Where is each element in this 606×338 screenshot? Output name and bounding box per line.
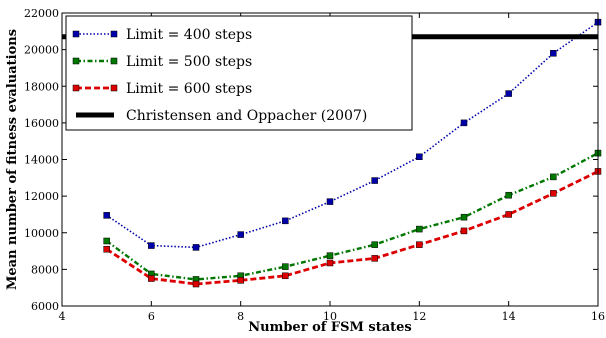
- x-tick-label: 8: [237, 310, 244, 323]
- legend: Limit = 400 steps Limit = 500 steps Limit …: [65, 15, 413, 131]
- data-point: [505, 191, 512, 199]
- legend-marker: [110, 30, 118, 38]
- series-line: [105, 170, 599, 286]
- legend-label: Christensen and Oppacher (2007): [126, 108, 367, 124]
- y-tick-label: 16000: [24, 117, 59, 130]
- data-point: [326, 259, 334, 267]
- data-point: [371, 177, 378, 184]
- series-3: [103, 168, 602, 288]
- data-point: [282, 263, 289, 270]
- data-point: [103, 245, 110, 253]
- data-point: [416, 225, 423, 233]
- y-tick-label: 12000: [24, 190, 59, 203]
- legend-label: Limit = 600 steps: [126, 81, 252, 97]
- y-tick-label: 14000: [24, 154, 59, 167]
- x-tick-label: 12: [412, 310, 426, 323]
- data-point: [550, 190, 557, 197]
- data-point: [416, 241, 423, 248]
- data-point: [282, 217, 289, 225]
- legend-marker: [72, 30, 80, 38]
- data-point: [371, 241, 378, 248]
- data-point: [416, 153, 423, 161]
- data-point: [550, 173, 557, 181]
- x-tick-label: 14: [502, 310, 516, 323]
- legend-entry: Christensen and Oppacher (2007): [76, 108, 367, 124]
- data-point: [505, 211, 512, 218]
- legend-entry: Limit = 400 steps: [72, 27, 252, 43]
- data-point: [326, 252, 334, 259]
- data-point: [237, 277, 244, 284]
- series-2: [103, 149, 602, 283]
- legend-entry: Limit = 600 steps: [72, 81, 252, 97]
- x-axis-label: Number of FSM states: [248, 320, 412, 335]
- y-tick-label: 20000: [24, 44, 59, 57]
- data-point: [237, 231, 244, 238]
- y-axis-label: Mean number of fitness evaluations: [5, 29, 20, 290]
- data-point: [148, 275, 155, 282]
- data-point: [460, 213, 468, 221]
- data-point: [103, 237, 110, 245]
- series-line: [105, 152, 599, 281]
- legend-marker: [110, 57, 118, 65]
- series-1: [103, 18, 602, 251]
- data-point: [192, 244, 200, 251]
- y-tick-label: 18000: [24, 80, 59, 93]
- plot-frame: [61, 12, 599, 307]
- data-point: [148, 242, 155, 249]
- y-tick-label: 10000: [24, 227, 59, 240]
- y-tick-label: 6000: [31, 300, 59, 313]
- legend-label: Limit = 500 steps: [126, 54, 252, 70]
- x-tick-label: 4: [59, 310, 66, 323]
- data-point: [192, 280, 200, 288]
- legend-entry: Limit = 500 steps: [72, 54, 252, 70]
- series-line: [106, 21, 599, 249]
- legend-label: Limit = 400 steps: [126, 27, 252, 43]
- data-point: [371, 255, 378, 262]
- data-point: [460, 227, 468, 235]
- data-point: [505, 90, 512, 97]
- data-point: [103, 212, 110, 219]
- legend-box: [65, 15, 413, 131]
- data-point: [550, 50, 557, 57]
- y-tick-label: 8000: [31, 263, 59, 276]
- y-tick-label: 22000: [24, 7, 59, 20]
- x-tick-label: 6: [148, 310, 155, 323]
- x-tick-label: 16: [591, 310, 605, 323]
- data-point: [282, 272, 289, 280]
- data-point: [460, 119, 468, 127]
- x-tick-label: 10: [323, 310, 337, 323]
- legend-marker: [72, 57, 80, 65]
- data-point: [326, 198, 334, 205]
- legend-marker: [110, 84, 118, 92]
- legend-marker: [72, 84, 80, 92]
